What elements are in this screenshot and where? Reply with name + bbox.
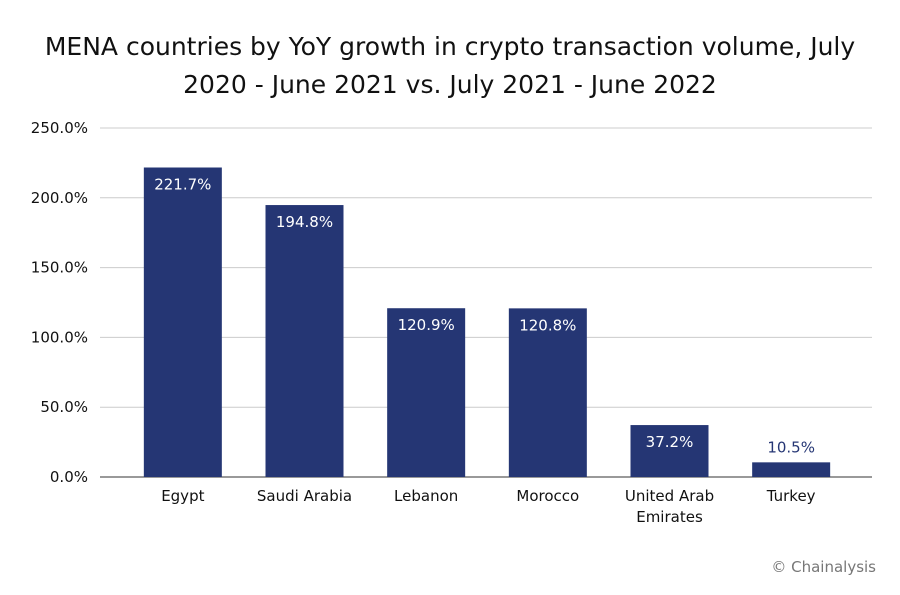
x-tick-label-text: Turkey	[766, 487, 816, 505]
data-label: 120.8%	[519, 316, 576, 334]
x-tick-label: Saudi Arabia	[256, 487, 353, 505]
y-tick-label: 50.0%	[40, 398, 88, 416]
bar	[143, 167, 222, 477]
data-label: 10.5%	[767, 438, 815, 456]
x-tick-label-text: United Arab Emirates	[624, 487, 715, 526]
bar	[752, 462, 831, 477]
bar	[630, 425, 709, 477]
bar	[265, 205, 344, 477]
x-tick-label: Turkey	[766, 487, 816, 505]
x-tick-label: United Arab Emirates	[624, 487, 715, 526]
bar	[387, 308, 466, 477]
x-tick-label-text: Morocco	[516, 487, 580, 505]
y-tick-label: 0.0%	[50, 468, 88, 486]
chart-title: MENA countries by YoY growth in crypto t…	[44, 32, 856, 99]
data-label: 37.2%	[646, 433, 694, 451]
x-tick-label-text: Lebanon	[394, 487, 459, 505]
x-tick-label: Egypt	[161, 487, 205, 505]
x-tick-label: Lebanon	[394, 487, 459, 505]
x-tick-label: Morocco	[516, 487, 580, 505]
x-tick-label-text: Egypt	[161, 487, 205, 505]
y-tick-label: 200.0%	[31, 189, 88, 207]
y-tick-label: 150.0%	[31, 259, 88, 277]
data-label: 120.9%	[398, 316, 455, 334]
bar	[508, 308, 587, 477]
source: © Chainalysis	[771, 558, 876, 576]
data-label: 194.8%	[276, 213, 333, 231]
y-tick-label: 250.0%	[31, 119, 88, 137]
x-tick-label-text: Saudi Arabia	[256, 487, 353, 505]
y-tick-label: 100.0%	[31, 328, 88, 346]
data-label: 221.7%	[154, 176, 211, 194]
